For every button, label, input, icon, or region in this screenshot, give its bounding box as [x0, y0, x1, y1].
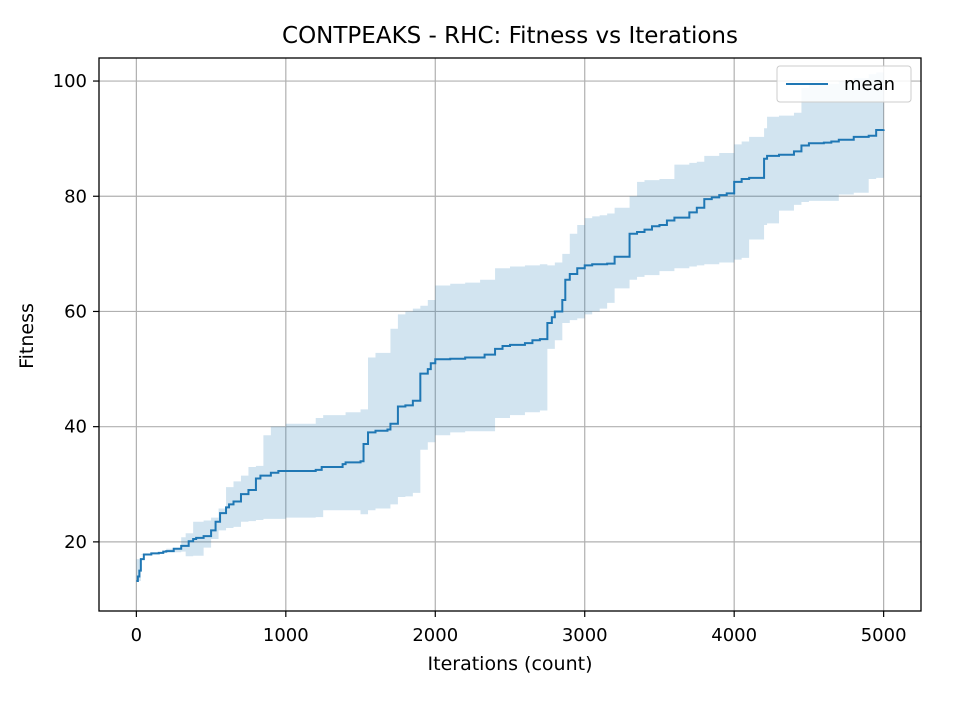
- x-axis-label: Iterations (count): [428, 653, 593, 675]
- band-layer: [136, 71, 884, 582]
- x-tick-label-0: 0: [131, 625, 142, 646]
- plot-frame: [98, 57, 922, 612]
- series-layer: [136, 129, 885, 583]
- x-tick-label-5000: 5000: [861, 625, 907, 646]
- x-tick-label-1000: 1000: [263, 625, 309, 646]
- x-tick-label-3000: 3000: [562, 625, 608, 646]
- legend-box: [776, 65, 912, 103]
- legend: mean: [776, 65, 912, 103]
- chart-title: CONTPEAKS - RHC: Fitness vs Iterations: [282, 23, 738, 49]
- legend-label-mean: mean: [844, 74, 895, 95]
- y-tick-label-20: 20: [64, 532, 87, 553]
- std-band: [136, 71, 884, 582]
- series-line-mean: [136, 129, 885, 583]
- y-tick-label-100: 100: [53, 71, 87, 92]
- y-axis-label: Fitness: [16, 303, 38, 369]
- y-tick-label-60: 60: [64, 301, 87, 322]
- y-tick-label-40: 40: [64, 417, 87, 438]
- x-tick-label-4000: 4000: [711, 625, 757, 646]
- x-tick-label-2000: 2000: [412, 625, 458, 646]
- tick-layer: 0 1000 2000 3000 4000 5000 20 40 60 80 100: [53, 71, 907, 646]
- y-tick-label-80: 80: [64, 186, 87, 207]
